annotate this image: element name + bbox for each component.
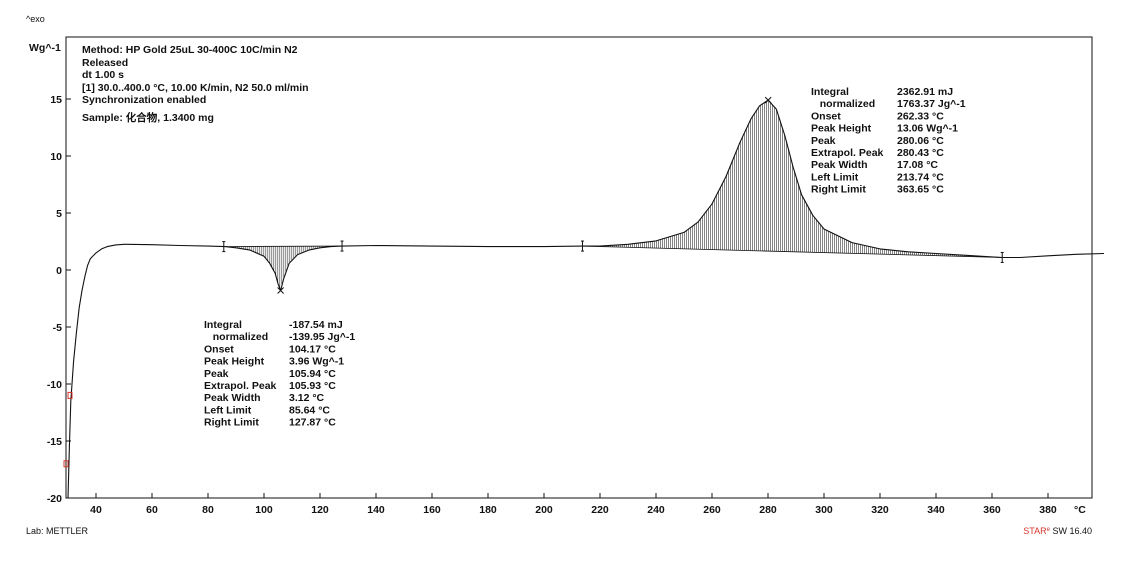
y-tick-label: -10	[47, 379, 62, 391]
x-tick-label: 140	[367, 504, 385, 516]
peak-1-result-label: Extrapol. Peak	[204, 380, 277, 392]
y-axis-label: Wg^-1	[29, 42, 61, 54]
peak-2-result-label: Peak	[811, 135, 836, 147]
peak-2-apex-marker	[764, 96, 772, 104]
y-tick-label: -15	[47, 436, 62, 448]
peak-2-result-value: 280.06 °C	[897, 135, 944, 147]
x-tick-label: 100	[255, 504, 273, 516]
peak-1-result-label: Onset	[204, 343, 234, 355]
peak-2-result-label: Peak Width	[811, 159, 868, 171]
y-tick-label: 0	[56, 265, 62, 277]
x-tick-label: 220	[591, 504, 609, 516]
x-tick-label: 240	[647, 504, 665, 516]
header-line-dt: dt 1.00 s	[82, 69, 124, 81]
x-tick-label: 340	[927, 504, 945, 516]
x-tick-label: 360	[983, 504, 1001, 516]
peak-1-result-label: Peak	[204, 368, 229, 380]
peak-1-result-value: 3.12 °C	[289, 392, 325, 404]
curve-layer	[67, 99, 1105, 499]
y-tick-label: 5	[56, 208, 62, 220]
peak-1-result-value: 3.96 Wg^-1	[289, 356, 344, 368]
y-tick-label: 15	[50, 94, 62, 106]
peak-2-result-value: 213.74 °C	[897, 171, 944, 183]
peak-1-result-label: Right Limit	[204, 417, 259, 429]
header-line-status: Released	[82, 57, 128, 69]
star-brand: STAR	[1023, 526, 1047, 536]
peak-2-results: Integral 2362.91 mJ normalized 1763.37 Jg^…	[811, 86, 966, 196]
peak-2-result-label: Left Limit	[811, 171, 859, 183]
x-tick-label: 180	[479, 504, 497, 516]
x-tick-label: 260	[703, 504, 721, 516]
y-tick-label: -5	[53, 322, 62, 334]
peak-1-result-value: 85.64 °C	[289, 404, 330, 416]
peak-1-result-label: Peak Width	[204, 392, 261, 404]
star-sup: e	[1047, 527, 1051, 533]
header-line-method: Method: HP Gold 25uL 30-400C 10C/min N2	[82, 44, 298, 56]
peak-1-baseline	[223, 245, 343, 247]
peak-1-result-label: Integral	[204, 319, 242, 331]
software-version: SW 16.40	[1050, 526, 1092, 536]
peak-1-results: Integral -187.54 mJ normalized -139.95 Jg^…	[204, 319, 355, 429]
peak-1-result-value: -139.95 Jg^-1	[289, 331, 355, 343]
peak-1-result-value: 127.87 °C	[289, 417, 336, 429]
peak-1-result-value: 104.17 °C	[289, 343, 336, 355]
x-tick-label: 200	[535, 504, 553, 516]
segment-start-marker-2	[63, 460, 69, 468]
peak-1-result-value: 105.94 °C	[289, 368, 336, 380]
x-tick-label: 320	[871, 504, 889, 516]
peak-1-result-label: Left Limit	[204, 404, 252, 416]
segment-start-marker-1	[67, 391, 73, 399]
x-tick-label: 80	[202, 504, 214, 516]
peak-2-result-label: Peak Height	[811, 123, 872, 135]
axis-ticks-layer: 40 60 80 100 120 140 160 180 200 220 240 260 280 300 3…	[47, 94, 1057, 516]
x-tick-label: 280	[759, 504, 777, 516]
x-axis-label: °C	[1074, 504, 1086, 516]
footer-lab-label: Lab: METTLER	[26, 526, 89, 536]
peak-2-result-value: 363.65 °C	[897, 184, 944, 196]
y-tick-label: 10	[50, 151, 62, 163]
peak-2-result-label: Right Limit	[811, 184, 866, 196]
x-tick-label: 60	[146, 504, 158, 516]
peak-marks-layer	[63, 96, 1004, 468]
sample-label: Sample: 化合物, 1.3400 mg	[82, 111, 214, 124]
x-tick-label: 380	[1039, 504, 1057, 516]
x-tick-label: 40	[90, 504, 102, 516]
peak-2-result-value: 262.33 °C	[897, 110, 944, 122]
peak-1-result-value: -187.54 mJ	[289, 319, 343, 331]
peak-1-apex-marker	[277, 287, 284, 294]
exo-corner-label: ^exo	[26, 14, 45, 24]
y-tick-label: -20	[47, 493, 62, 505]
x-tick-label: 120	[311, 504, 329, 516]
peak-2-result-value: 2362.91 mJ	[897, 86, 953, 98]
x-tick-label: 160	[423, 504, 441, 516]
footer-software-version: STARe SW 16.40	[1023, 526, 1092, 536]
peak-2-result-label: Integral	[811, 86, 849, 98]
peak-1-result-value: 105.93 °C	[289, 380, 336, 392]
peak-1-result-label: Peak Height	[204, 356, 265, 368]
peak-2-result-label: Extrapol. Peak	[811, 147, 884, 159]
x-tick-label: 300	[815, 504, 833, 516]
plot-frame-layer	[65, 36, 1093, 499]
peak-result-tables: Integral -187.54 mJ normalized -139.95 Jg^…	[204, 86, 966, 429]
peak-1-result-label: normalized	[204, 331, 268, 343]
header-line-sync: Synchronization enabled	[82, 94, 206, 106]
peak-2-result-value: 280.43 °C	[897, 147, 944, 159]
peak-2-result-value: 13.06 Wg^-1	[897, 123, 958, 135]
text-layer: ^exo Wg^-1 °C Method: HP Gold 25uL 30-40…	[26, 14, 1092, 536]
peak-2-result-value: 1763.37 Jg^-1	[897, 98, 966, 110]
peak-2-result-value: 17.08 °C	[897, 159, 938, 171]
plot-frame	[65, 36, 1093, 499]
peak-2-result-label: Onset	[811, 110, 841, 122]
header-line-segment: [1] 30.0..400.0 °C, 10.00 K/min, N2 50.0…	[82, 82, 309, 94]
peak-2-baseline	[582, 245, 1003, 258]
peak-1-hatch	[231, 246, 331, 289]
peak-2-result-label: normalized	[811, 98, 875, 110]
dsc-curve	[67, 99, 1105, 499]
